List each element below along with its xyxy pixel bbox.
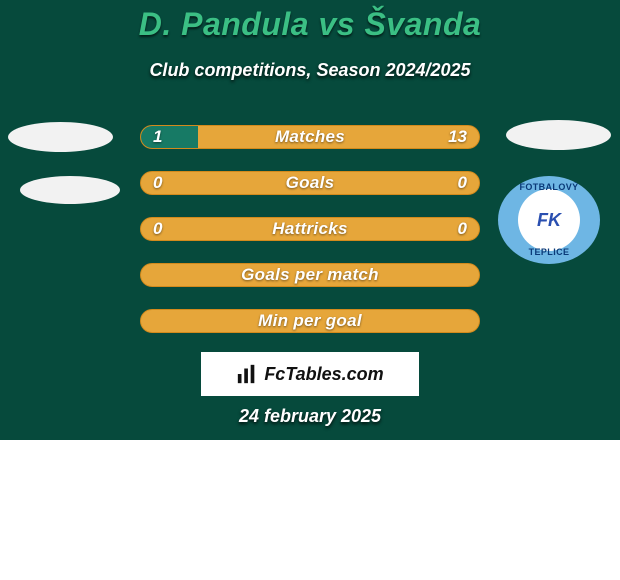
stat-bar-label: Matches bbox=[141, 126, 479, 148]
badge-ring-top: FOTBALOVÝ bbox=[498, 182, 600, 192]
stat-bar-label: Min per goal bbox=[141, 310, 479, 332]
stat-bar: Matches1 13 bbox=[140, 125, 480, 149]
stat-bar-value-left: 1 bbox=[153, 126, 162, 148]
stat-bar-value-right: 13 bbox=[448, 126, 467, 148]
stat-bar-value-right: 0 bbox=[458, 172, 467, 194]
stat-bar-value-right: 0 bbox=[458, 218, 467, 240]
club-left-placeholder-2 bbox=[20, 176, 120, 204]
bars-icon bbox=[236, 363, 258, 385]
stat-bar: Goals per match bbox=[140, 263, 480, 287]
stat-bar: Goals0 0 bbox=[140, 171, 480, 195]
lower-white-area bbox=[0, 440, 620, 580]
stat-bar-value-left: 0 bbox=[153, 218, 162, 240]
stat-bar-label: Hattricks bbox=[141, 218, 479, 240]
stat-bar-label: Goals bbox=[141, 172, 479, 194]
stat-bar-label: Goals per match bbox=[141, 264, 479, 286]
page-title: D. Pandula vs Švanda bbox=[0, 6, 620, 43]
attribution-box: FcTables.com bbox=[201, 352, 419, 396]
date-stamp: 24 february 2025 bbox=[0, 406, 620, 427]
stat-bar: Min per goal bbox=[140, 309, 480, 333]
badge-monogram: FK bbox=[518, 189, 580, 251]
attribution-text: FcTables.com bbox=[264, 364, 383, 385]
badge-ring-bottom: TEPLICE bbox=[498, 247, 600, 257]
club-left-placeholder-1 bbox=[8, 122, 113, 152]
club-right-placeholder-1 bbox=[506, 120, 611, 150]
club-badge-teplice: FOTBALOVÝ FK TEPLICE bbox=[498, 176, 600, 264]
stat-bar: Hattricks0 0 bbox=[140, 217, 480, 241]
stat-bar-value-left: 0 bbox=[153, 172, 162, 194]
subtitle: Club competitions, Season 2024/2025 bbox=[0, 60, 620, 81]
